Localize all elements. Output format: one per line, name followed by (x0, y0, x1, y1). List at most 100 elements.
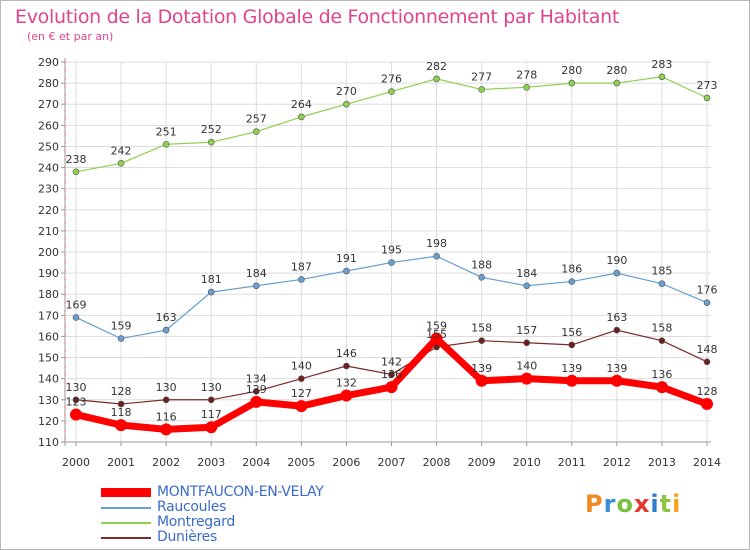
series-point (568, 278, 576, 285)
series-point (72, 314, 80, 321)
y-tick-label: 220 (38, 204, 59, 217)
data-label: 134 (246, 372, 267, 385)
data-label: 186 (561, 263, 582, 276)
series-point (117, 400, 125, 408)
series-point (298, 375, 305, 382)
y-tick-label: 160 (38, 330, 59, 343)
x-tick-label: 2006 (332, 456, 360, 469)
series-point (613, 79, 621, 87)
data-label: 264 (291, 98, 312, 111)
y-tick-label: 260 (38, 119, 59, 132)
series-point (655, 381, 668, 394)
series-point (250, 395, 263, 408)
data-label: 155 (426, 328, 447, 341)
series-point (298, 113, 305, 121)
y-tick-label: 150 (38, 352, 59, 365)
brand-letter: i (672, 490, 682, 518)
series-point (565, 374, 578, 387)
series-point (298, 276, 305, 283)
y-tick-label: 170 (38, 309, 59, 322)
series-point (162, 141, 170, 148)
series-point (478, 337, 485, 344)
y-tick-label: 140 (38, 373, 59, 386)
data-label: 140 (291, 360, 312, 373)
data-label: 123 (66, 396, 87, 409)
data-label: 127 (291, 387, 312, 400)
data-label: 257 (246, 113, 267, 126)
series-point (478, 274, 485, 281)
series-point (703, 94, 711, 102)
series-point (658, 280, 666, 287)
legend-swatch (101, 522, 151, 524)
y-tick-label: 250 (38, 140, 59, 153)
series-point (568, 79, 576, 87)
series-point (160, 423, 173, 436)
data-label: 278 (516, 68, 537, 81)
data-label: 283 (651, 58, 672, 71)
y-tick-label: 120 (38, 415, 59, 428)
data-label: 176 (697, 284, 718, 297)
data-label: 187 (291, 260, 312, 273)
data-label: 185 (651, 265, 672, 278)
data-label: 159 (111, 320, 132, 333)
series-point (613, 269, 621, 277)
series-point (703, 299, 711, 306)
data-label: 184 (246, 267, 267, 280)
data-label: 139 (561, 362, 582, 375)
series-point (343, 267, 350, 275)
series-point (523, 339, 531, 347)
data-label: 159 (426, 320, 447, 333)
legend-swatch (101, 507, 151, 509)
series-point (207, 138, 215, 146)
series-point (162, 396, 170, 404)
data-label: 252 (201, 123, 222, 136)
series-point (385, 381, 398, 394)
y-tick-label: 130 (38, 394, 59, 407)
legend-label: MONTFAUCON-EN-VELAY (157, 484, 324, 500)
legend-swatch (101, 537, 151, 539)
data-label: 280 (561, 64, 582, 77)
series-point (388, 259, 395, 266)
data-label: 132 (336, 377, 357, 390)
data-label: 163 (606, 311, 627, 324)
data-label: 136 (381, 368, 402, 381)
data-label: 129 (246, 383, 267, 396)
series-point (205, 421, 218, 434)
legend-label: Montregard (157, 514, 235, 530)
series-point (478, 86, 485, 93)
x-tick-label: 2007 (378, 456, 406, 469)
x-tick-label: 2009 (468, 456, 496, 469)
data-label: 139 (471, 362, 492, 375)
legend-swatch (101, 488, 151, 497)
series-point (613, 326, 621, 334)
data-label: 136 (651, 368, 672, 381)
data-label: 128 (111, 385, 132, 398)
y-tick-label: 280 (38, 77, 59, 90)
y-tick-label: 290 (38, 56, 59, 69)
series-point (295, 400, 308, 413)
data-label: 190 (606, 254, 627, 267)
data-label: 158 (651, 322, 672, 335)
series-point (72, 396, 80, 404)
series-point (658, 337, 666, 344)
data-label: 276 (381, 73, 402, 86)
data-label: 169 (66, 298, 87, 311)
series-point (433, 75, 440, 83)
data-label: 142 (381, 355, 402, 368)
data-label: 116 (156, 410, 177, 423)
series-point (475, 374, 488, 387)
brand-letter: o (616, 490, 634, 518)
data-label: 282 (426, 60, 447, 73)
series-point (340, 389, 353, 402)
x-tick-label: 2004 (242, 456, 270, 469)
data-label: 128 (697, 385, 718, 398)
x-tick-label: 2000 (62, 456, 90, 469)
data-label: 238 (66, 153, 87, 166)
brand-letter: P (585, 490, 604, 518)
data-label: 242 (111, 144, 132, 157)
series-point (115, 419, 128, 432)
series-point (523, 84, 531, 91)
series-point (520, 372, 533, 385)
series-point (701, 398, 713, 410)
data-label: 156 (561, 326, 582, 339)
